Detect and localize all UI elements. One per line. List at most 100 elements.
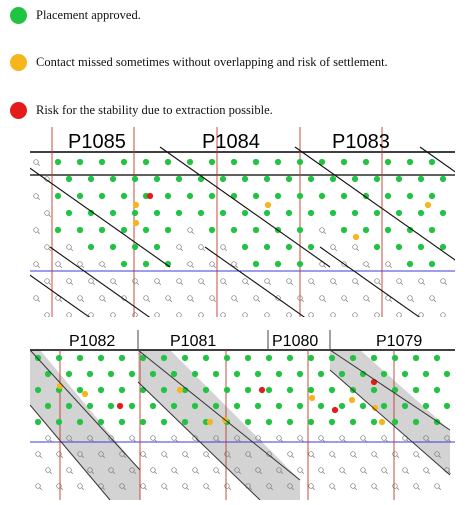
pile-hollow-marker: [352, 278, 358, 284]
pile-marker-tick: [48, 248, 52, 252]
pile-filled-marker: [202, 354, 210, 362]
bottom-pile-layout-panel: P1082 P1081 P1080 P1079: [30, 330, 455, 500]
pile-hollow-marker: [66, 467, 72, 473]
panel-label-p1083: P1083: [332, 131, 390, 153]
pile-filled-marker: [265, 418, 273, 426]
pile-filled-marker: [317, 370, 325, 378]
pile-marker-tick: [123, 487, 127, 491]
pile-marker-tick: [154, 471, 158, 475]
pile-marker-tick: [364, 471, 368, 475]
pile-hollow-marker: [318, 435, 324, 441]
pile-filled-marker: [120, 260, 128, 268]
pile-hollow-marker: [44, 312, 50, 317]
pile-filled-marker: [54, 192, 62, 200]
pile-filled-marker: [65, 402, 73, 410]
pile-hollow-marker: [341, 295, 347, 301]
pile-filled-marker: [401, 402, 409, 410]
diagonal-boundary-line: [30, 167, 171, 268]
pile-hollow-marker: [66, 278, 72, 284]
pile-marker-tick: [301, 299, 305, 303]
pile-filled-marker: [65, 175, 73, 183]
pile-filled-marker: [142, 260, 150, 268]
pile-hollow-marker: [77, 483, 83, 489]
pile-filled-marker: [359, 402, 367, 410]
pile-marker-tick: [91, 471, 95, 475]
pile-marker-tick: [103, 299, 107, 303]
pile-hollow-marker: [363, 295, 369, 301]
pile-hollow-marker: [56, 451, 62, 457]
pile-hollow-marker: [276, 467, 282, 473]
pile-hollow-marker: [308, 483, 314, 489]
pile-hollow-marker: [266, 483, 272, 489]
pile-filled-marker: [65, 209, 73, 217]
pile-filled-marker: [433, 386, 441, 394]
pile-marker-tick: [367, 265, 371, 269]
pile-marker-tick: [427, 471, 431, 475]
pile-hollow-marker: [33, 261, 39, 267]
pile-filled-marker: [373, 243, 381, 251]
pile-hollow-marker: [341, 261, 347, 267]
pile-filled-marker: [391, 418, 399, 426]
pile-filled-marker: [349, 418, 357, 426]
legend-label: Risk for the stability due to extraction…: [36, 102, 273, 117]
pile-filled-marker: [55, 354, 63, 362]
pile-hollow-marker: [77, 261, 83, 267]
pile-hollow-marker: [119, 483, 125, 489]
pile-filled-marker: [109, 209, 117, 217]
pile-filled-marker: [191, 402, 199, 410]
pile-marker-tick: [102, 487, 106, 491]
pile-filled-marker: [146, 192, 154, 200]
pile-hollow-marker: [275, 295, 281, 301]
pile-hollow-marker: [132, 278, 138, 284]
pile-filled-marker: [208, 192, 216, 200]
pile-filled-marker: [212, 370, 220, 378]
pile-hollow-marker: [44, 278, 50, 284]
pile-filled-marker: [373, 209, 381, 217]
pile-marker-tick: [196, 439, 200, 443]
pile-hollow-marker: [231, 295, 237, 301]
pile-filled-marker: [285, 209, 293, 217]
shaded-zone: [330, 350, 450, 475]
red-dot-icon: [10, 101, 27, 119]
pile-filled-marker: [244, 386, 252, 394]
pile-marker-tick: [290, 282, 294, 286]
pile-marker-tick: [186, 455, 190, 459]
pile-marker-tick: [354, 455, 358, 459]
pile-marker-tick: [81, 455, 85, 459]
pile-filled-marker: [371, 404, 379, 412]
pile-filled-marker: [202, 386, 210, 394]
diagonal-boundary-line: [137, 349, 301, 481]
panel-label-p1084: P1084: [202, 131, 260, 153]
pile-filled-marker: [362, 158, 370, 166]
pile-filled-marker: [87, 175, 95, 183]
pile-filled-marker: [370, 354, 378, 362]
pile-marker-tick: [213, 265, 217, 269]
pile-hollow-marker: [35, 483, 41, 489]
pile-filled-marker: [422, 370, 430, 378]
pile-filled-marker: [443, 402, 451, 410]
pile-hollow-marker: [255, 435, 261, 441]
pile-filled-marker: [76, 418, 84, 426]
pile-filled-marker: [274, 192, 282, 200]
pile-filled-marker: [286, 354, 294, 362]
pile-hollow-marker: [339, 435, 345, 441]
pile-filled-marker: [76, 192, 84, 200]
pile-filled-marker: [274, 260, 282, 268]
pile-filled-marker: [340, 226, 348, 234]
pile-marker-tick: [180, 282, 184, 286]
pile-filled-marker: [348, 396, 356, 404]
pile-marker-tick: [133, 439, 137, 443]
pile-marker-tick: [228, 455, 232, 459]
pile-filled-marker: [131, 209, 139, 217]
pile-marker-tick: [301, 439, 305, 443]
pile-hollow-marker: [396, 312, 402, 317]
pile-filled-marker: [331, 406, 339, 414]
pile-hollow-marker: [363, 261, 369, 267]
pile-hollow-marker: [55, 295, 61, 301]
diagonal-boundary-line: [419, 146, 455, 173]
pile-marker-tick: [334, 248, 338, 252]
pile-filled-marker: [406, 260, 414, 268]
pile-marker-tick: [322, 471, 326, 475]
legend-risk: Risk for the stability due to extraction…: [10, 100, 273, 120]
pile-marker-tick: [169, 299, 173, 303]
